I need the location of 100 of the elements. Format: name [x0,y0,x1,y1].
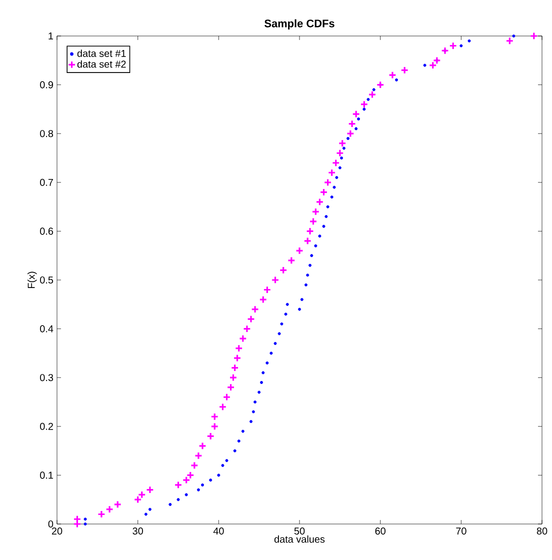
point [306,227,314,236]
point [286,302,289,306]
point [198,442,206,450]
x-tick-label: 80 [536,528,548,535]
point [230,364,239,372]
point [376,80,384,89]
point [278,332,281,336]
point [312,208,320,216]
point [309,217,318,226]
x-tick-label: 60 [375,528,386,535]
point [174,480,182,489]
point [328,168,336,177]
point [428,61,437,70]
point [274,342,277,345]
y-tick-label: 0.7 [40,178,53,186]
point [280,322,284,326]
point [217,474,220,477]
point [218,402,227,411]
point [146,486,154,494]
point [460,44,463,48]
point [260,380,264,384]
point [530,32,538,40]
point [354,127,358,130]
point [242,324,251,333]
point [250,420,252,424]
point [432,56,441,64]
point [184,493,188,496]
point [84,518,87,521]
y-tick-label: 0.1 [40,472,54,479]
point [284,312,288,316]
x-tick-label: 20 [52,528,62,535]
point [233,449,236,452]
point [258,390,261,394]
point [259,296,268,304]
point [221,464,224,467]
point [360,100,368,108]
x-tick-label: 30 [132,528,143,535]
point [342,146,346,150]
point [335,176,338,180]
point [73,520,82,528]
point [225,459,228,462]
y-tick-label: 0.2 [40,422,53,430]
y-tick-label: 0.5 [40,276,54,284]
point [238,334,247,343]
point [296,246,304,255]
point [266,361,269,364]
point [168,502,172,506]
point [346,136,350,140]
x-tick-label: 40 [213,528,224,535]
point [209,478,212,482]
point [308,264,312,267]
point [441,46,449,55]
chart-title: Sample CDFs [264,19,334,30]
point [251,305,260,314]
point [338,166,342,170]
y-tick-label: 0.4 [40,325,54,332]
point [252,410,255,414]
point [400,66,409,74]
point [106,505,114,514]
point [314,244,318,248]
point [196,488,200,492]
point [332,158,340,167]
y-tick-label: 1 [48,32,53,40]
y-tick-label: 0.6 [40,228,54,235]
x-tick-label: 50 [294,528,305,535]
point [210,422,219,430]
point [134,496,142,504]
point [388,71,396,80]
point [348,120,356,128]
point [320,188,328,196]
point [512,34,516,38]
point [262,371,265,374]
point [73,515,82,524]
point [263,286,272,294]
y-axis-title: F(x) [28,272,37,288]
point [84,522,87,526]
legend-label: data set #2 [77,60,126,68]
point [176,498,180,502]
legend-label: data set #1 [77,50,126,57]
point [287,256,296,264]
point [423,64,426,67]
point [330,196,334,199]
point [144,512,148,516]
point [395,78,398,82]
x-axis-title: data values [274,535,325,543]
point [366,98,370,101]
point [237,440,240,443]
point [304,283,308,286]
point [222,393,231,402]
point [368,90,376,99]
point [229,374,238,382]
point [233,354,242,362]
y-tick-label: 0 [48,520,54,528]
point [318,234,322,238]
point [114,500,122,508]
point [247,315,255,324]
point [206,432,215,440]
point [326,205,330,208]
point [357,117,360,120]
point [336,149,344,158]
